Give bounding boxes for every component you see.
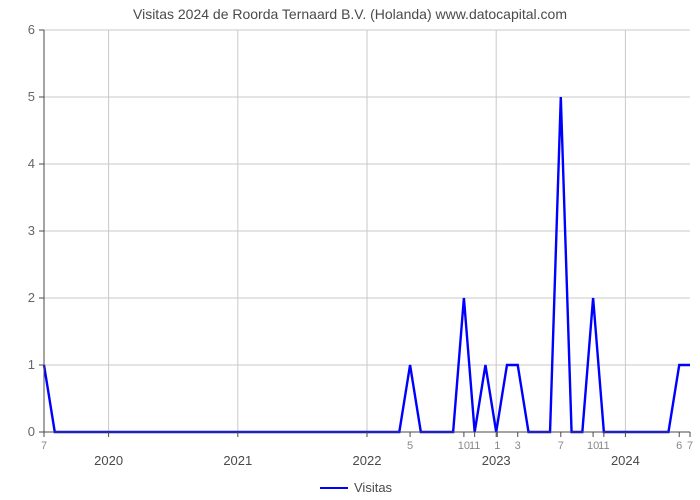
svg-text:2023: 2023 [482,453,511,468]
chart-svg: 0123456751011137101167202020212022202320… [0,0,700,500]
legend-swatch [320,487,348,489]
svg-text:2024: 2024 [611,453,640,468]
svg-text:7: 7 [687,440,693,452]
svg-text:0: 0 [28,424,35,439]
svg-text:1: 1 [494,440,500,452]
svg-text:11: 11 [469,440,480,452]
svg-text:6: 6 [28,22,35,37]
svg-text:1: 1 [28,357,35,372]
svg-text:2022: 2022 [353,453,382,468]
svg-text:2021: 2021 [223,453,252,468]
svg-text:7: 7 [41,440,47,452]
svg-text:2: 2 [28,290,35,305]
legend-label: Visitas [354,480,392,495]
svg-text:2020: 2020 [94,453,123,468]
svg-text:4: 4 [28,156,35,171]
svg-text:3: 3 [28,223,35,238]
chart-container: Visitas 2024 de Roorda Ternaard B.V. (Ho… [0,0,700,500]
svg-text:5: 5 [407,440,413,452]
svg-text:3: 3 [515,440,521,452]
legend: Visitas [320,480,392,495]
svg-text:7: 7 [558,440,564,452]
svg-text:11: 11 [598,440,609,452]
plot-area: 0123456751011137101167202020212022202320… [0,0,700,500]
svg-text:5: 5 [28,89,35,104]
svg-text:6: 6 [676,440,682,452]
